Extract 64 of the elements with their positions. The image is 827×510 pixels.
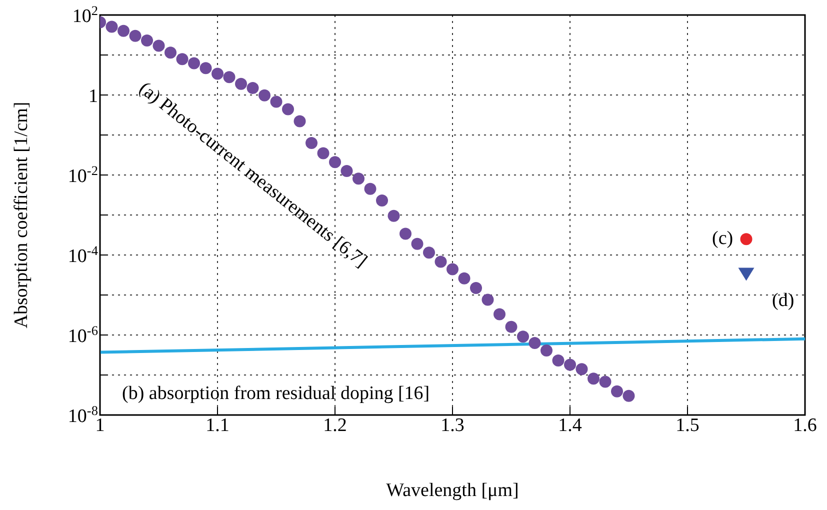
point — [294, 115, 306, 128]
point — [423, 246, 436, 259]
point — [212, 68, 224, 80]
point — [317, 147, 330, 160]
point — [306, 137, 318, 150]
point — [235, 78, 248, 90]
x-tick-label: 1.1 — [206, 415, 230, 436]
point — [434, 256, 447, 268]
point — [446, 263, 459, 276]
point — [223, 71, 236, 84]
point — [246, 82, 259, 94]
point — [352, 172, 365, 185]
point — [611, 385, 624, 398]
point — [564, 358, 576, 371]
y-tick-label: 10$^{-8}$ — [68, 402, 98, 427]
y-tick-label: 10$^{2}$ — [72, 2, 98, 27]
point — [494, 308, 506, 320]
point — [164, 46, 177, 59]
point — [470, 282, 482, 294]
annotation: (b) absorption from residual doping [16] — [122, 383, 430, 405]
point — [411, 238, 424, 250]
point — [740, 233, 752, 246]
point — [329, 156, 342, 168]
point — [458, 272, 470, 284]
point — [141, 34, 154, 47]
y-axis-title: Absorption coefficient [1/cm] — [11, 102, 33, 328]
point — [517, 330, 530, 343]
point — [400, 228, 412, 240]
point — [106, 20, 118, 33]
y-tick-label: 10$^{-2}$ — [68, 162, 98, 187]
y-tick-label: 10$^{-4}$ — [68, 242, 98, 267]
point — [376, 194, 388, 207]
x-axis-title: Wavelength [μm] — [386, 480, 519, 501]
point — [482, 294, 494, 306]
x-tick-label: 1.6 — [793, 415, 817, 436]
point — [282, 103, 294, 116]
point — [200, 62, 212, 74]
annotation: (d) — [772, 290, 794, 312]
point — [129, 30, 142, 42]
point — [588, 372, 600, 385]
point — [552, 354, 564, 367]
point — [622, 390, 635, 402]
x-tick-label: 1.3 — [440, 415, 464, 436]
point — [364, 182, 376, 195]
point — [188, 57, 200, 70]
point — [258, 89, 271, 102]
point — [340, 164, 353, 177]
point — [118, 24, 130, 37]
x-tick-label: 1.2 — [323, 415, 347, 436]
y-tick-label: 1 — [88, 86, 98, 107]
point — [505, 320, 518, 333]
y-tick-label: 10$^{-6}$ — [68, 322, 98, 347]
annotation: (c) — [712, 228, 734, 250]
point — [176, 53, 188, 66]
point — [388, 210, 400, 222]
point — [738, 268, 754, 281]
point — [576, 363, 588, 376]
point — [528, 337, 541, 350]
x-tick-label: 1.4 — [558, 415, 582, 436]
point — [599, 376, 612, 388]
point — [540, 344, 553, 356]
point — [152, 40, 165, 52]
x-tick-label: 1.5 — [676, 415, 700, 436]
point — [270, 96, 282, 108]
